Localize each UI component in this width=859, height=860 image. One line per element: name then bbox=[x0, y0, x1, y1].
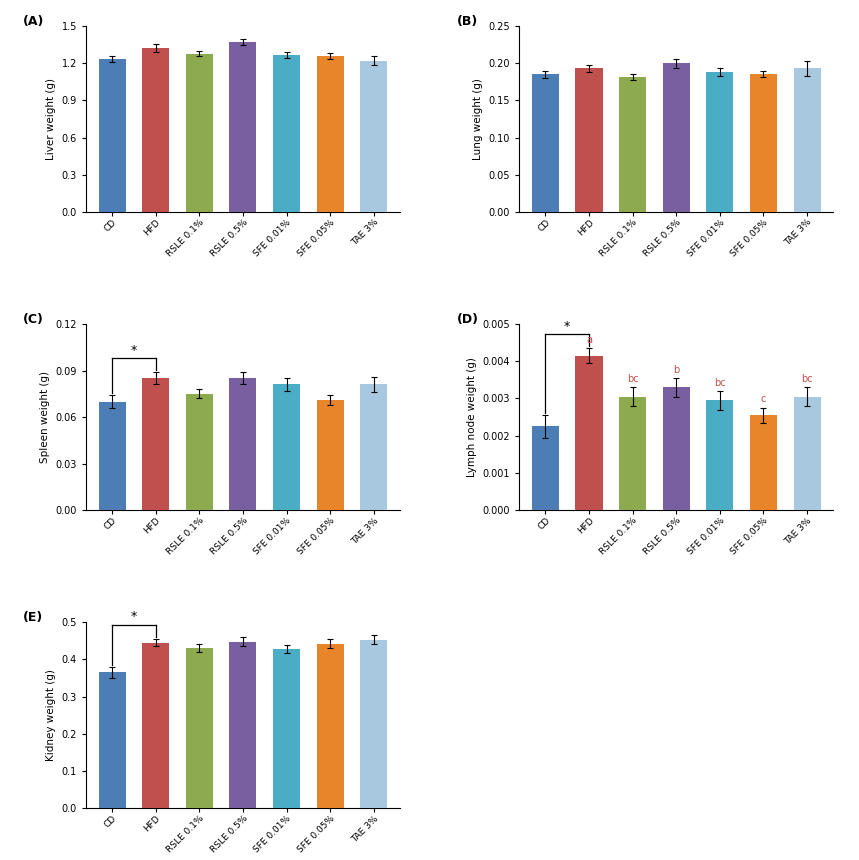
Bar bbox=[794, 396, 820, 510]
Bar bbox=[750, 415, 777, 510]
Bar bbox=[619, 77, 646, 212]
Text: a: a bbox=[586, 335, 592, 345]
Bar bbox=[532, 427, 559, 510]
Text: (A): (A) bbox=[23, 15, 45, 28]
Bar bbox=[142, 48, 169, 212]
Bar bbox=[706, 72, 734, 212]
Bar bbox=[229, 642, 257, 808]
Bar bbox=[750, 74, 777, 212]
Text: *: * bbox=[131, 344, 137, 357]
Bar bbox=[360, 60, 387, 212]
Bar bbox=[142, 378, 169, 510]
Bar bbox=[273, 384, 300, 510]
Bar bbox=[99, 673, 125, 808]
Bar bbox=[706, 401, 734, 510]
Bar bbox=[317, 56, 344, 212]
Bar bbox=[360, 384, 387, 510]
Bar bbox=[186, 648, 213, 808]
Text: c: c bbox=[761, 395, 766, 404]
Text: bc: bc bbox=[714, 378, 726, 388]
Text: (B): (B) bbox=[456, 15, 478, 28]
Y-axis label: Spleen weight (g): Spleen weight (g) bbox=[40, 372, 50, 463]
Text: (E): (E) bbox=[23, 611, 43, 624]
Bar bbox=[662, 387, 690, 510]
Bar bbox=[662, 63, 690, 212]
Bar bbox=[273, 649, 300, 808]
Text: bc: bc bbox=[627, 374, 638, 384]
Bar bbox=[360, 640, 387, 808]
Y-axis label: Kidney weight (g): Kidney weight (g) bbox=[46, 669, 56, 761]
Bar bbox=[576, 356, 602, 510]
Bar bbox=[576, 68, 602, 212]
Bar bbox=[317, 643, 344, 808]
Text: bc: bc bbox=[801, 374, 813, 384]
Text: *: * bbox=[131, 611, 137, 624]
Text: (C): (C) bbox=[23, 313, 44, 326]
Y-axis label: Liver weight (g): Liver weight (g) bbox=[46, 78, 56, 160]
Bar bbox=[317, 400, 344, 510]
Text: *: * bbox=[564, 320, 570, 333]
Text: (D): (D) bbox=[456, 313, 478, 326]
Y-axis label: Lung weight (g): Lung weight (g) bbox=[473, 78, 483, 160]
Bar bbox=[99, 59, 125, 212]
Bar bbox=[99, 402, 125, 510]
Bar bbox=[273, 55, 300, 212]
Bar bbox=[142, 642, 169, 808]
Bar bbox=[186, 394, 213, 510]
Text: b: b bbox=[673, 365, 679, 375]
Bar bbox=[532, 74, 559, 212]
Bar bbox=[619, 396, 646, 510]
Bar bbox=[794, 68, 820, 212]
Bar bbox=[229, 42, 257, 212]
Y-axis label: Lymph node weight (g): Lymph node weight (g) bbox=[467, 357, 477, 477]
Bar bbox=[186, 53, 213, 212]
Bar bbox=[229, 378, 257, 510]
